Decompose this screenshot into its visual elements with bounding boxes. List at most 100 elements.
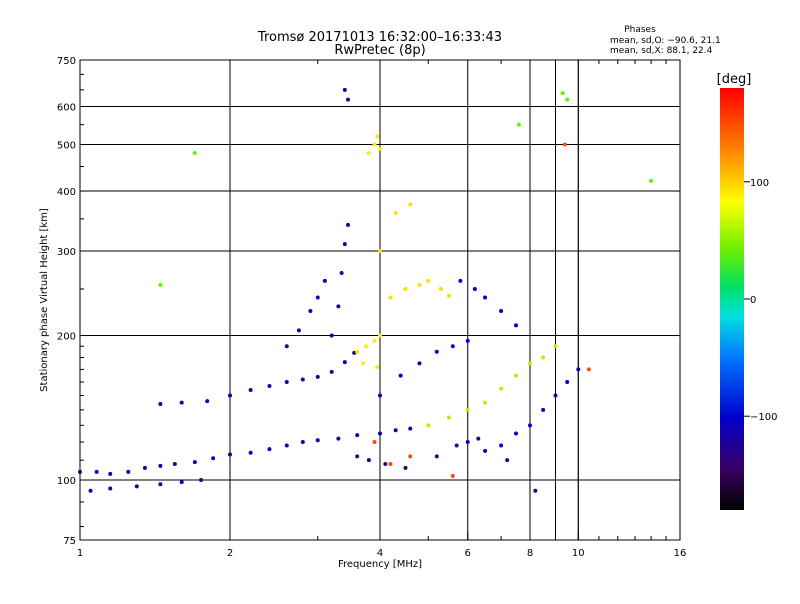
data-point	[126, 469, 131, 474]
colorbar-tick-label: 0	[750, 295, 756, 306]
plot-grid	[80, 60, 680, 540]
data-point	[403, 287, 408, 292]
colorbar-tick-label: −100	[750, 412, 777, 423]
data-point	[248, 388, 253, 393]
data-point	[375, 134, 380, 139]
data-point	[284, 344, 289, 349]
data-point	[576, 367, 581, 372]
phases-o-line: mean, sd,O: −90.6, 21.1	[610, 36, 721, 46]
data-point	[476, 436, 481, 441]
data-point	[533, 488, 538, 493]
data-point	[158, 482, 163, 487]
data-point	[465, 338, 470, 343]
data-point	[192, 151, 197, 156]
data-point	[383, 461, 388, 466]
data-point	[108, 486, 113, 491]
data-point	[361, 361, 366, 366]
y-tick-label: 200	[57, 332, 76, 343]
data-point	[158, 282, 163, 287]
data-point	[342, 360, 347, 365]
y-tick-label: 500	[57, 141, 76, 152]
data-point	[179, 400, 184, 405]
data-point	[465, 440, 470, 445]
data-point	[408, 454, 413, 459]
y-axis-label: Stationary phase Virtual Height [km]	[39, 208, 50, 392]
data-point	[472, 287, 477, 292]
data-point	[450, 344, 455, 349]
data-point	[158, 402, 163, 407]
data-point	[450, 473, 455, 478]
x-tick-label: 6	[465, 548, 471, 559]
data-point	[205, 399, 210, 404]
data-point	[565, 97, 570, 102]
y-tick-label: 300	[57, 247, 76, 258]
data-point	[560, 91, 565, 96]
data-point	[366, 458, 371, 463]
data-point	[372, 142, 377, 147]
data-point	[586, 367, 591, 372]
data-point	[458, 278, 463, 283]
data-point	[514, 373, 519, 378]
data-point	[454, 443, 459, 448]
data-point	[553, 393, 558, 398]
data-point	[434, 454, 439, 459]
data-point	[228, 393, 232, 398]
data-point	[336, 436, 341, 441]
data-point	[388, 461, 393, 466]
data-point	[417, 282, 422, 287]
data-point	[408, 426, 413, 431]
x-tick-label: 10	[572, 548, 585, 559]
x-axis-ticks: 1 2 4 6 8 10 16	[77, 60, 686, 559]
x-tick-label: 8	[527, 548, 533, 559]
data-point	[375, 364, 380, 369]
y-axis-ticks: 75 100 200 300 400 500 600 750	[57, 56, 680, 547]
data-point	[94, 469, 99, 474]
phases-x-line: mean, sd,X: 88.1, 22.4	[610, 46, 713, 56]
colorbar-tick-label: 100	[750, 178, 769, 189]
data-point	[528, 423, 532, 428]
data-point	[352, 350, 357, 355]
data-point	[355, 433, 360, 438]
chart-subtitle: RwPretec (8p)	[334, 43, 425, 58]
data-point	[355, 454, 360, 459]
data-point	[465, 407, 470, 412]
data-point	[364, 344, 369, 349]
data-point	[434, 349, 439, 354]
data-point	[403, 465, 408, 470]
data-point	[300, 377, 305, 382]
data-point	[342, 87, 347, 92]
x-tick-label: 2	[227, 548, 233, 559]
data-point	[426, 278, 431, 283]
data-point	[505, 458, 510, 463]
data-points	[78, 87, 654, 493]
data-point	[499, 386, 504, 391]
data-point	[308, 308, 313, 313]
data-point	[339, 270, 344, 275]
data-point	[562, 142, 567, 147]
y-tick-label: 400	[57, 187, 76, 198]
data-point	[372, 440, 377, 445]
chart-title: Tromsø 20171013 16:32:00–16:33:43	[257, 30, 502, 45]
data-point	[446, 415, 451, 420]
y-tick-label: 600	[57, 103, 76, 114]
data-point	[528, 361, 532, 366]
data-point	[284, 380, 289, 385]
data-point	[192, 460, 197, 465]
y-tick-label: 100	[57, 476, 76, 487]
phases-title: Phases	[624, 25, 656, 35]
x-tick-label: 1	[77, 548, 83, 559]
colorbar-label: [deg]	[717, 72, 752, 87]
data-point	[211, 456, 216, 461]
data-point	[388, 295, 393, 300]
data-point	[553, 344, 558, 349]
data-point	[315, 295, 320, 300]
data-point	[158, 463, 163, 468]
data-point	[565, 380, 570, 385]
data-point	[483, 400, 488, 405]
colorbar-ticks: 100 0 −100	[744, 178, 777, 423]
data-point	[322, 278, 327, 283]
data-point	[408, 202, 413, 207]
data-point	[300, 440, 305, 445]
data-point	[378, 393, 382, 398]
